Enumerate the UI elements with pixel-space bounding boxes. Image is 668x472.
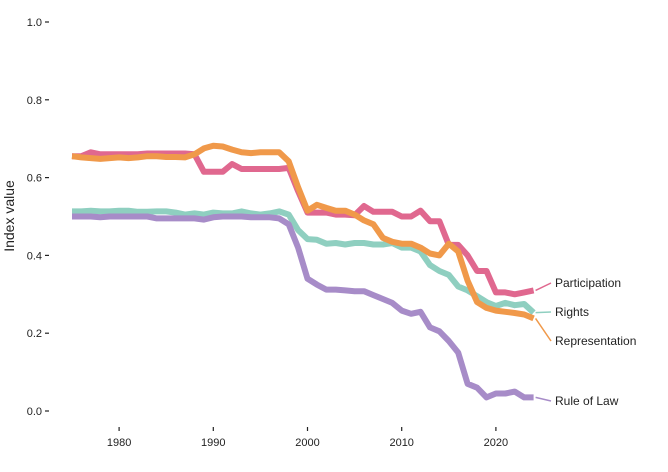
series-label-rights: Rights <box>555 305 589 319</box>
x-tick-label: 2020 <box>484 437 508 449</box>
x-tick-label: 2010 <box>389 437 413 449</box>
x-axis: 1980 1990 2000 2010 2020 <box>107 427 508 449</box>
series-line-rights <box>72 207 536 315</box>
y-tick-label: 0.8 <box>27 95 42 107</box>
series-line-representation <box>71 142 535 322</box>
series-lines <box>71 142 536 401</box>
y-tick-label: 0.2 <box>27 328 42 340</box>
label-leader-line <box>535 311 552 314</box>
x-tick-label: 1990 <box>201 437 225 449</box>
label-leader-line <box>534 317 552 342</box>
y-tick-label: 0.6 <box>27 173 42 185</box>
y-axis: 0.0 0.2 0.4 0.6 0.8 1.0 <box>27 17 49 418</box>
series-label-rule-of-law: Rule of Law <box>555 394 619 408</box>
y-tick-label: 1.0 <box>27 17 42 29</box>
y-tick-label: 0.4 <box>27 250 42 262</box>
y-tick-label: 0.0 <box>27 406 42 418</box>
x-tick-label: 2000 <box>295 437 319 449</box>
y-axis-title: Index value <box>1 180 17 252</box>
series-labels: Participation Rights Representation Rule of… <box>534 276 636 408</box>
series-label-participation: Participation <box>555 276 621 290</box>
x-tick-label: 1980 <box>107 437 131 449</box>
series-label-representation: Representation <box>555 334 636 348</box>
label-leader-line <box>535 282 552 292</box>
label-leader-line <box>535 396 552 402</box>
series-line-rule-of-law <box>72 213 534 401</box>
